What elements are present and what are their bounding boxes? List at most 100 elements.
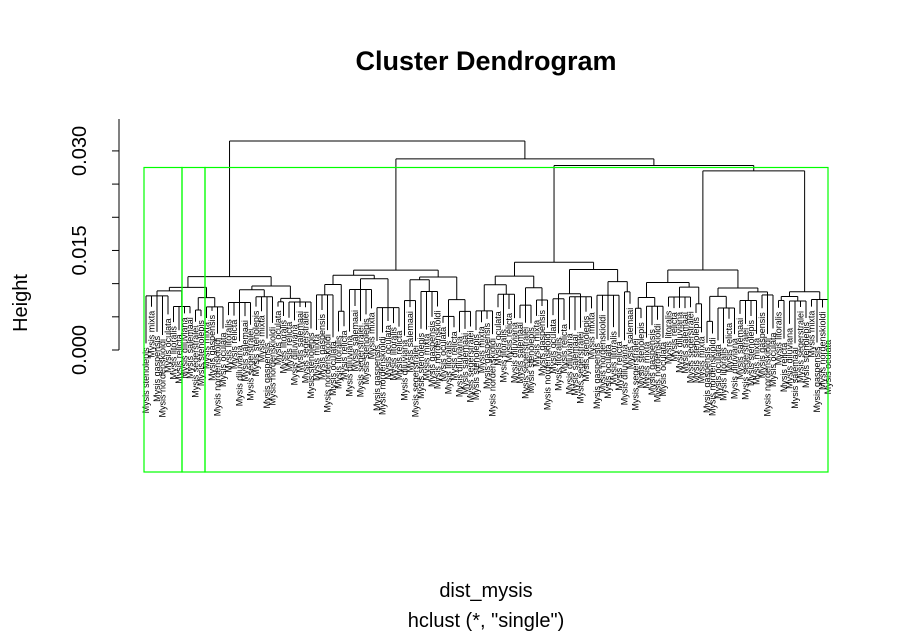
leaf-label: Mysis salemaai <box>625 308 635 370</box>
leaf-label: Mysis mixta <box>697 336 707 383</box>
leaf-label: Mysis relicta <box>284 322 294 372</box>
leaf-label: Mysis oculata <box>383 325 393 380</box>
leaf-label: Mysis segerstralei <box>356 325 366 397</box>
leaf-label: Mysis nordenskioldi <box>268 327 278 406</box>
leaf-label: Mysis relicta <box>724 323 734 373</box>
leaf-label: Mysis salemaai <box>790 347 800 409</box>
leaf-label: Mysis gaspensis <box>592 342 602 409</box>
leaf-label: Mysis mixta <box>257 315 267 362</box>
leaf-label: Mysis segerstralei <box>796 311 806 383</box>
y-tick-label: 0.015 <box>69 225 91 275</box>
leaf-label: Mysis oculata <box>493 311 503 366</box>
leaf-label: Mysis nordenskioldi <box>598 315 608 394</box>
leaf-label: Mysis gaspensis <box>647 329 657 396</box>
leaf-label: Mysis diluviana <box>290 324 300 385</box>
leaf-label: Mysis oculata <box>328 341 338 396</box>
leaf-label: Mysis nordenskioldi <box>378 336 388 415</box>
leaf-label: Mysis diluviana <box>455 336 465 397</box>
leaf-label: Mysis mixta <box>202 322 212 369</box>
leaf-label: Mysis stenolepis <box>526 327 536 394</box>
leaf-label: Mysis litoralis <box>664 310 674 364</box>
leaf-label: Mysis relicta <box>339 330 349 380</box>
leaf-label: Mysis diluviana <box>180 317 190 378</box>
leaf-label: Mysis oculata <box>218 332 228 387</box>
leaf-label: Mysis gaspensis <box>372 345 382 412</box>
leaf-label: Mysis stenolepis <box>306 332 316 399</box>
leaf-label: Mysis nordenskioldi <box>158 339 168 418</box>
leaf-label: Mysis stenolepis <box>636 322 646 389</box>
leaf-label: Mysis relicta <box>669 312 679 362</box>
leaf-label: Mysis gaspensis <box>317 314 327 381</box>
leaf-label: Mysis nordenskioldi <box>708 337 718 416</box>
leaf-label: Mysis diluviana <box>400 340 410 401</box>
leaf-label: Mysis salemaai <box>185 317 195 379</box>
leaf-label: Mysis relicta <box>394 331 404 381</box>
leaf-label: Mysis stenolepis <box>196 320 206 387</box>
leaf-label: Mysis oculata <box>273 311 283 366</box>
leaf-label: Mysis relicta <box>504 313 514 363</box>
leaf-label: Mysis segerstralei <box>191 326 201 398</box>
leaf-label: Mysis gaspensis <box>757 312 767 379</box>
leaf-label: Mysis salemaai <box>405 311 415 373</box>
leaf-label: Mysis diluviana <box>235 345 245 406</box>
leaf-label: Mysis litoralis <box>169 326 179 380</box>
cluster-rect <box>204 166 829 473</box>
leaf-label: Mysis mixta <box>642 342 652 389</box>
leaf-label: Mysis oculata <box>713 344 723 399</box>
leaf-label: Mysis litoralis <box>389 327 399 381</box>
leaf-label: Mysis litoralis <box>444 340 454 394</box>
leaf-label: Mysis relicta <box>229 320 239 370</box>
leaf-label: Mysis segerstralei <box>521 327 531 399</box>
cluster-rectangles <box>143 166 829 473</box>
leaf-label: Mysis litoralis <box>719 347 729 401</box>
leaf-label: Mysis litoralis <box>609 331 619 385</box>
leaf-label: Mysis stenolepis <box>746 319 756 386</box>
leaf-label: Mysis litoralis <box>334 335 344 389</box>
leaf-label: Mysis relicta <box>449 331 459 381</box>
leaf-label: Mysis gaspensis <box>152 335 162 402</box>
y-axis-title: Height <box>10 274 32 332</box>
leaf-label: Mysis segerstralei <box>741 328 751 400</box>
leaf-label: Mysis oculata <box>603 344 613 399</box>
leaf-label: Mysis diluviana <box>345 336 355 397</box>
leaf-label: Mysis salemaai <box>350 310 360 372</box>
leaf-label: Mysis litoralis <box>224 319 234 373</box>
leaf-label: Mysis nordenskioldi <box>433 311 443 390</box>
leaf-label: Mysis nordenskioldi <box>213 338 223 417</box>
leaf-label: Mysis relicta <box>779 343 789 393</box>
leaf-label: Mysis nordenskioldi <box>763 338 773 417</box>
leaf-label: Mysis gaspensis <box>427 320 437 387</box>
leaf-label: Mysis stenolepis <box>581 315 591 382</box>
y-axis: 0.000 0.015 0.030 <box>69 119 120 375</box>
leaf-label: Mysis stenolepis <box>691 317 701 384</box>
leaf-label: Mysis relicta <box>614 341 624 391</box>
leaf-label: Mysis gaspensis <box>537 309 547 376</box>
chart-subtitle: hclust (*, "single") <box>408 610 564 632</box>
leaf-label: Mysis oculata <box>768 332 778 387</box>
leaf-label: Mysis oculata <box>163 318 173 373</box>
leaf-label: Mysis relicta <box>174 334 184 384</box>
leaf-label: Mysis diluviana <box>675 312 685 373</box>
dendrogram-tree <box>145 140 829 344</box>
leaf-label: Mysis mixta <box>587 312 597 359</box>
leaf-label: Mysis salemaai <box>735 318 745 380</box>
leaf-label: Mysis salemaai <box>680 312 690 374</box>
leaf-label: Mysis stenolepis <box>361 318 371 385</box>
leaf-label: Mysis mixta <box>312 334 322 381</box>
leaf-label: Mysis salemaai <box>295 311 305 373</box>
leaf-label: Mysis gaspensis <box>812 346 822 413</box>
leaf-label: Mysis diluviana <box>620 344 630 405</box>
leaf-label: Mysis diluviana <box>565 333 575 394</box>
leaf-label: Mysis litoralis <box>279 319 289 373</box>
leaf-label: Mysis oculata <box>438 327 448 382</box>
chart-title: Cluster Dendrogram <box>355 46 616 76</box>
leaf-label: Mysis mixta <box>422 334 432 381</box>
leaf-label: Mysis mixta <box>367 312 377 359</box>
leaf-label: Mysis segerstralei <box>246 329 256 401</box>
leaf-label: Mysis litoralis <box>774 311 784 365</box>
leaf-label: Mysis nordenskioldi <box>818 312 828 391</box>
leaf-label: Mysis gaspensis <box>262 342 272 409</box>
leaf-label: Mysis stenolepis <box>251 310 261 377</box>
